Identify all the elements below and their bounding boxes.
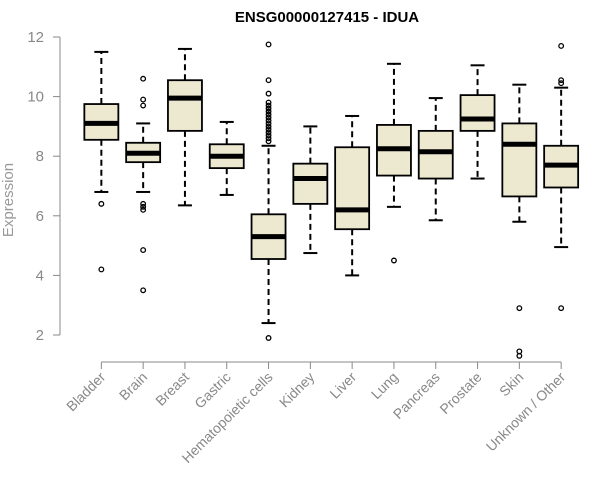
outlier-point <box>140 287 147 294</box>
box-liver <box>334 114 371 277</box>
outlier-point <box>516 305 523 312</box>
y-tick-label: 4 <box>36 267 44 284</box>
chart-title: ENSG00000127415 - IDUA <box>235 9 419 26</box>
outlier-point <box>265 126 272 133</box>
outlier-point <box>391 257 397 264</box>
y-tick-label: 12 <box>27 29 44 46</box>
outlier-point <box>265 120 272 127</box>
box-skin <box>501 83 538 359</box>
outlier-point <box>265 335 272 341</box>
y-tick-label: 2 <box>36 327 44 344</box>
outlier-point <box>265 102 272 109</box>
outlier-point <box>98 266 105 273</box>
y-tick-label: 8 <box>36 148 44 165</box>
x-tick-label: Lung <box>368 369 401 402</box>
outlier-point <box>558 80 565 87</box>
y-axis-label: Expression <box>0 163 17 237</box>
x-tick-label: Kidney <box>276 369 318 411</box>
outlier-point <box>265 114 272 121</box>
outlier-point <box>558 42 565 49</box>
outlier-point <box>265 138 272 145</box>
outlier-point <box>265 99 272 106</box>
outlier-point <box>265 90 272 97</box>
box-gastric <box>208 120 245 196</box>
x-tick-label: Liver <box>326 369 359 402</box>
outlier-point <box>265 135 272 142</box>
box-prostate <box>459 64 496 180</box>
box-breast <box>167 47 203 207</box>
box-lung <box>376 62 412 264</box>
iqr-box <box>167 79 203 132</box>
x-tick-label: Bladder <box>63 369 109 415</box>
outlier-point <box>140 203 147 210</box>
outlier-point <box>265 77 272 84</box>
outlier-point <box>98 200 105 207</box>
outlier-point <box>558 305 565 312</box>
iqr-box <box>501 122 538 198</box>
outlier-point <box>516 352 523 359</box>
y-axis: 2 4 6 8 10 12 <box>27 29 61 344</box>
box-pancreas <box>417 97 454 222</box>
outlier-point <box>265 41 272 48</box>
x-tick-label: Prostate <box>436 369 484 417</box>
box-bladder <box>83 50 120 273</box>
iqr-box <box>459 94 496 132</box>
outlier-point <box>140 96 147 103</box>
outlier-point <box>140 102 147 109</box>
outlier-point <box>265 129 272 136</box>
outlier-point <box>265 108 272 115</box>
outlier-point <box>140 206 147 213</box>
y-tick-label: 10 <box>27 89 44 106</box>
x-tick-label: Brain <box>116 369 150 403</box>
outlier-point <box>140 247 147 254</box>
box-series <box>83 41 580 359</box>
box-brain <box>125 75 162 294</box>
outlier-point <box>265 117 272 124</box>
x-tick-label: Unknown / Other <box>483 369 569 455</box>
outlier-point <box>265 132 272 139</box>
x-tick-label: Skin <box>496 369 527 400</box>
outlier-point <box>558 77 565 84</box>
outlier-point <box>265 111 272 118</box>
outlier-point <box>265 123 272 130</box>
iqr-box <box>417 129 454 180</box>
box-unknown-other <box>543 42 580 312</box>
box-hematopoietic-cells <box>250 41 287 341</box>
box-kidney <box>292 125 329 255</box>
iqr-box <box>292 162 329 205</box>
outlier-point <box>265 105 272 112</box>
outlier-point <box>140 75 147 82</box>
outlier-point <box>140 200 147 207</box>
y-tick-label: 6 <box>36 208 44 225</box>
x-tick-label: Breast <box>152 369 192 409</box>
iqr-box <box>334 146 371 231</box>
